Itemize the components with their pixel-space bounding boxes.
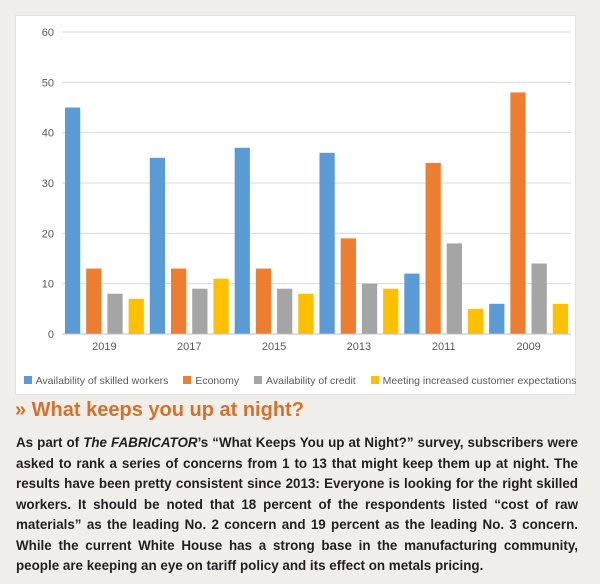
svg-text:0: 0 [48, 329, 54, 341]
svg-text:2013: 2013 [347, 341, 371, 353]
svg-text:20: 20 [42, 228, 54, 240]
svg-text:30: 30 [42, 178, 54, 190]
svg-text:60: 60 [42, 27, 54, 39]
svg-text:10: 10 [42, 279, 54, 291]
svg-text:2011: 2011 [432, 341, 456, 353]
svg-text:2017: 2017 [177, 341, 201, 353]
svg-text:40: 40 [42, 128, 54, 140]
svg-text:2009: 2009 [516, 341, 540, 353]
svg-text:50: 50 [42, 77, 54, 89]
svg-text:2015: 2015 [262, 341, 286, 353]
svg-text:2019: 2019 [92, 341, 116, 353]
